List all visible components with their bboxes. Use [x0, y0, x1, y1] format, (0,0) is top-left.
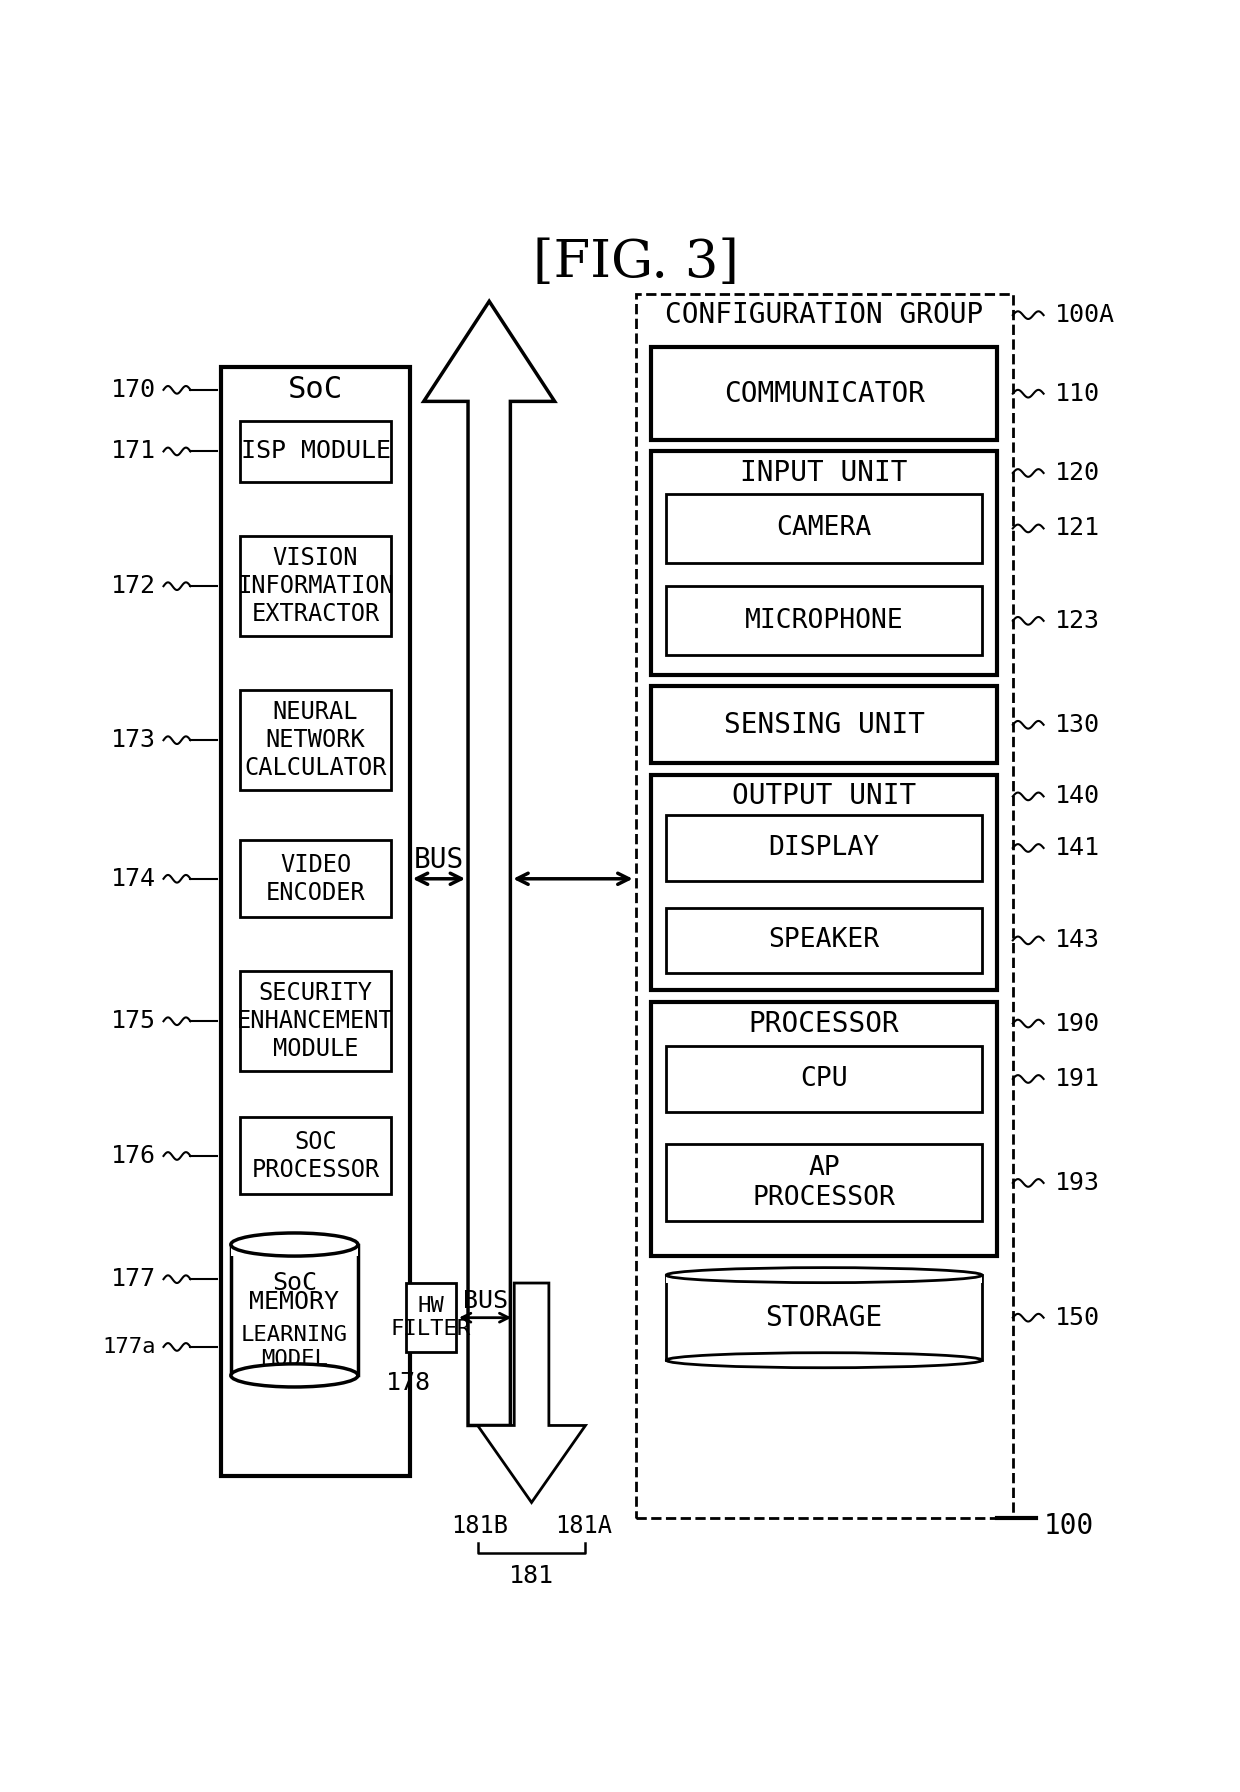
- Bar: [241, 840, 391, 918]
- Text: SECURITY
ENHANCEMENT
MODULE: SECURITY ENHANCEMENT MODULE: [237, 982, 394, 1061]
- Text: SoC: SoC: [288, 375, 343, 405]
- Bar: [651, 1002, 997, 1256]
- Ellipse shape: [231, 1364, 358, 1387]
- Ellipse shape: [666, 1267, 982, 1283]
- Text: ISP MODULE: ISP MODULE: [241, 439, 391, 464]
- Text: BUS: BUS: [414, 846, 464, 873]
- Text: DISPLAY: DISPLAY: [769, 835, 879, 860]
- Bar: [666, 1267, 982, 1283]
- Text: 100A: 100A: [1055, 303, 1115, 328]
- Bar: [231, 1233, 358, 1256]
- Text: 141: 141: [1055, 837, 1100, 860]
- Text: 130: 130: [1055, 713, 1100, 737]
- Bar: [666, 586, 982, 656]
- Polygon shape: [477, 1283, 585, 1502]
- Bar: [651, 452, 997, 676]
- Text: PROCESSOR: PROCESSOR: [749, 1009, 899, 1038]
- Text: 150: 150: [1055, 1306, 1100, 1330]
- Text: SENSING UNIT: SENSING UNIT: [724, 711, 925, 738]
- Bar: [666, 1145, 982, 1222]
- Ellipse shape: [231, 1233, 358, 1256]
- Polygon shape: [424, 301, 554, 1425]
- Text: 173: 173: [110, 728, 156, 753]
- Text: [FIG. 3]: [FIG. 3]: [532, 237, 739, 289]
- Text: COMMUNICATOR: COMMUNICATOR: [724, 380, 925, 407]
- Text: SoC: SoC: [272, 1271, 317, 1296]
- Text: HW
FILTER: HW FILTER: [391, 1296, 471, 1339]
- Bar: [241, 421, 391, 482]
- Text: 177a: 177a: [102, 1337, 156, 1357]
- Text: 176: 176: [110, 1143, 156, 1168]
- Text: BUS: BUS: [463, 1288, 507, 1314]
- Bar: [231, 1244, 358, 1376]
- Text: 170: 170: [110, 378, 156, 401]
- Bar: [241, 690, 391, 790]
- Text: 175: 175: [110, 1009, 156, 1034]
- Text: OUTPUT UNIT: OUTPUT UNIT: [732, 783, 916, 810]
- Text: 123: 123: [1055, 609, 1100, 633]
- Text: 100: 100: [1044, 1512, 1094, 1539]
- Text: 143: 143: [1055, 928, 1100, 952]
- Bar: [651, 774, 997, 991]
- Bar: [241, 1118, 391, 1195]
- Text: VISION
INFORMATION
EXTRACTOR: VISION INFORMATION EXTRACTOR: [237, 547, 394, 625]
- Text: 140: 140: [1055, 785, 1100, 808]
- Text: 193: 193: [1055, 1170, 1100, 1195]
- Bar: [241, 536, 391, 636]
- Text: 110: 110: [1055, 382, 1100, 405]
- Text: CAMERA: CAMERA: [776, 516, 872, 541]
- Text: 181A: 181A: [554, 1514, 611, 1538]
- Text: INPUT UNIT: INPUT UNIT: [740, 459, 908, 487]
- Text: MEMORY: MEMORY: [249, 1290, 340, 1314]
- Text: MICROPHONE: MICROPHONE: [745, 607, 904, 634]
- Text: STORAGE: STORAGE: [765, 1305, 883, 1331]
- Bar: [221, 367, 410, 1475]
- Bar: [666, 1047, 982, 1111]
- Text: 171: 171: [110, 439, 156, 464]
- Text: 178: 178: [386, 1371, 430, 1396]
- Bar: [666, 909, 982, 973]
- Bar: [635, 294, 1013, 1518]
- Bar: [666, 495, 982, 563]
- Text: NEURAL
NETWORK
CALCULATOR: NEURAL NETWORK CALCULATOR: [244, 701, 387, 780]
- Bar: [651, 348, 997, 439]
- Bar: [651, 686, 997, 763]
- Text: 181: 181: [510, 1564, 554, 1588]
- Text: VIDEO
ENCODER: VIDEO ENCODER: [265, 853, 366, 905]
- Text: LEARNING
MODEL: LEARNING MODEL: [241, 1326, 348, 1369]
- Bar: [666, 815, 982, 880]
- Bar: [405, 1283, 456, 1353]
- Text: 174: 174: [110, 867, 156, 891]
- Text: 172: 172: [110, 573, 156, 599]
- Text: 177: 177: [110, 1267, 156, 1292]
- Text: CONFIGURATION GROUP: CONFIGURATION GROUP: [665, 301, 983, 330]
- Text: SPEAKER: SPEAKER: [769, 928, 879, 953]
- Text: SOC
PROCESSOR: SOC PROCESSOR: [252, 1131, 379, 1183]
- Bar: [666, 1276, 982, 1360]
- Text: 121: 121: [1055, 516, 1100, 541]
- Text: 181B: 181B: [451, 1514, 508, 1538]
- Text: CPU: CPU: [800, 1066, 848, 1091]
- Text: 190: 190: [1055, 1011, 1100, 1036]
- Text: AP
PROCESSOR: AP PROCESSOR: [753, 1154, 895, 1211]
- Bar: [239, 1315, 350, 1378]
- Ellipse shape: [666, 1353, 982, 1367]
- Bar: [241, 971, 391, 1072]
- Text: 120: 120: [1055, 461, 1100, 486]
- Text: 191: 191: [1055, 1066, 1100, 1091]
